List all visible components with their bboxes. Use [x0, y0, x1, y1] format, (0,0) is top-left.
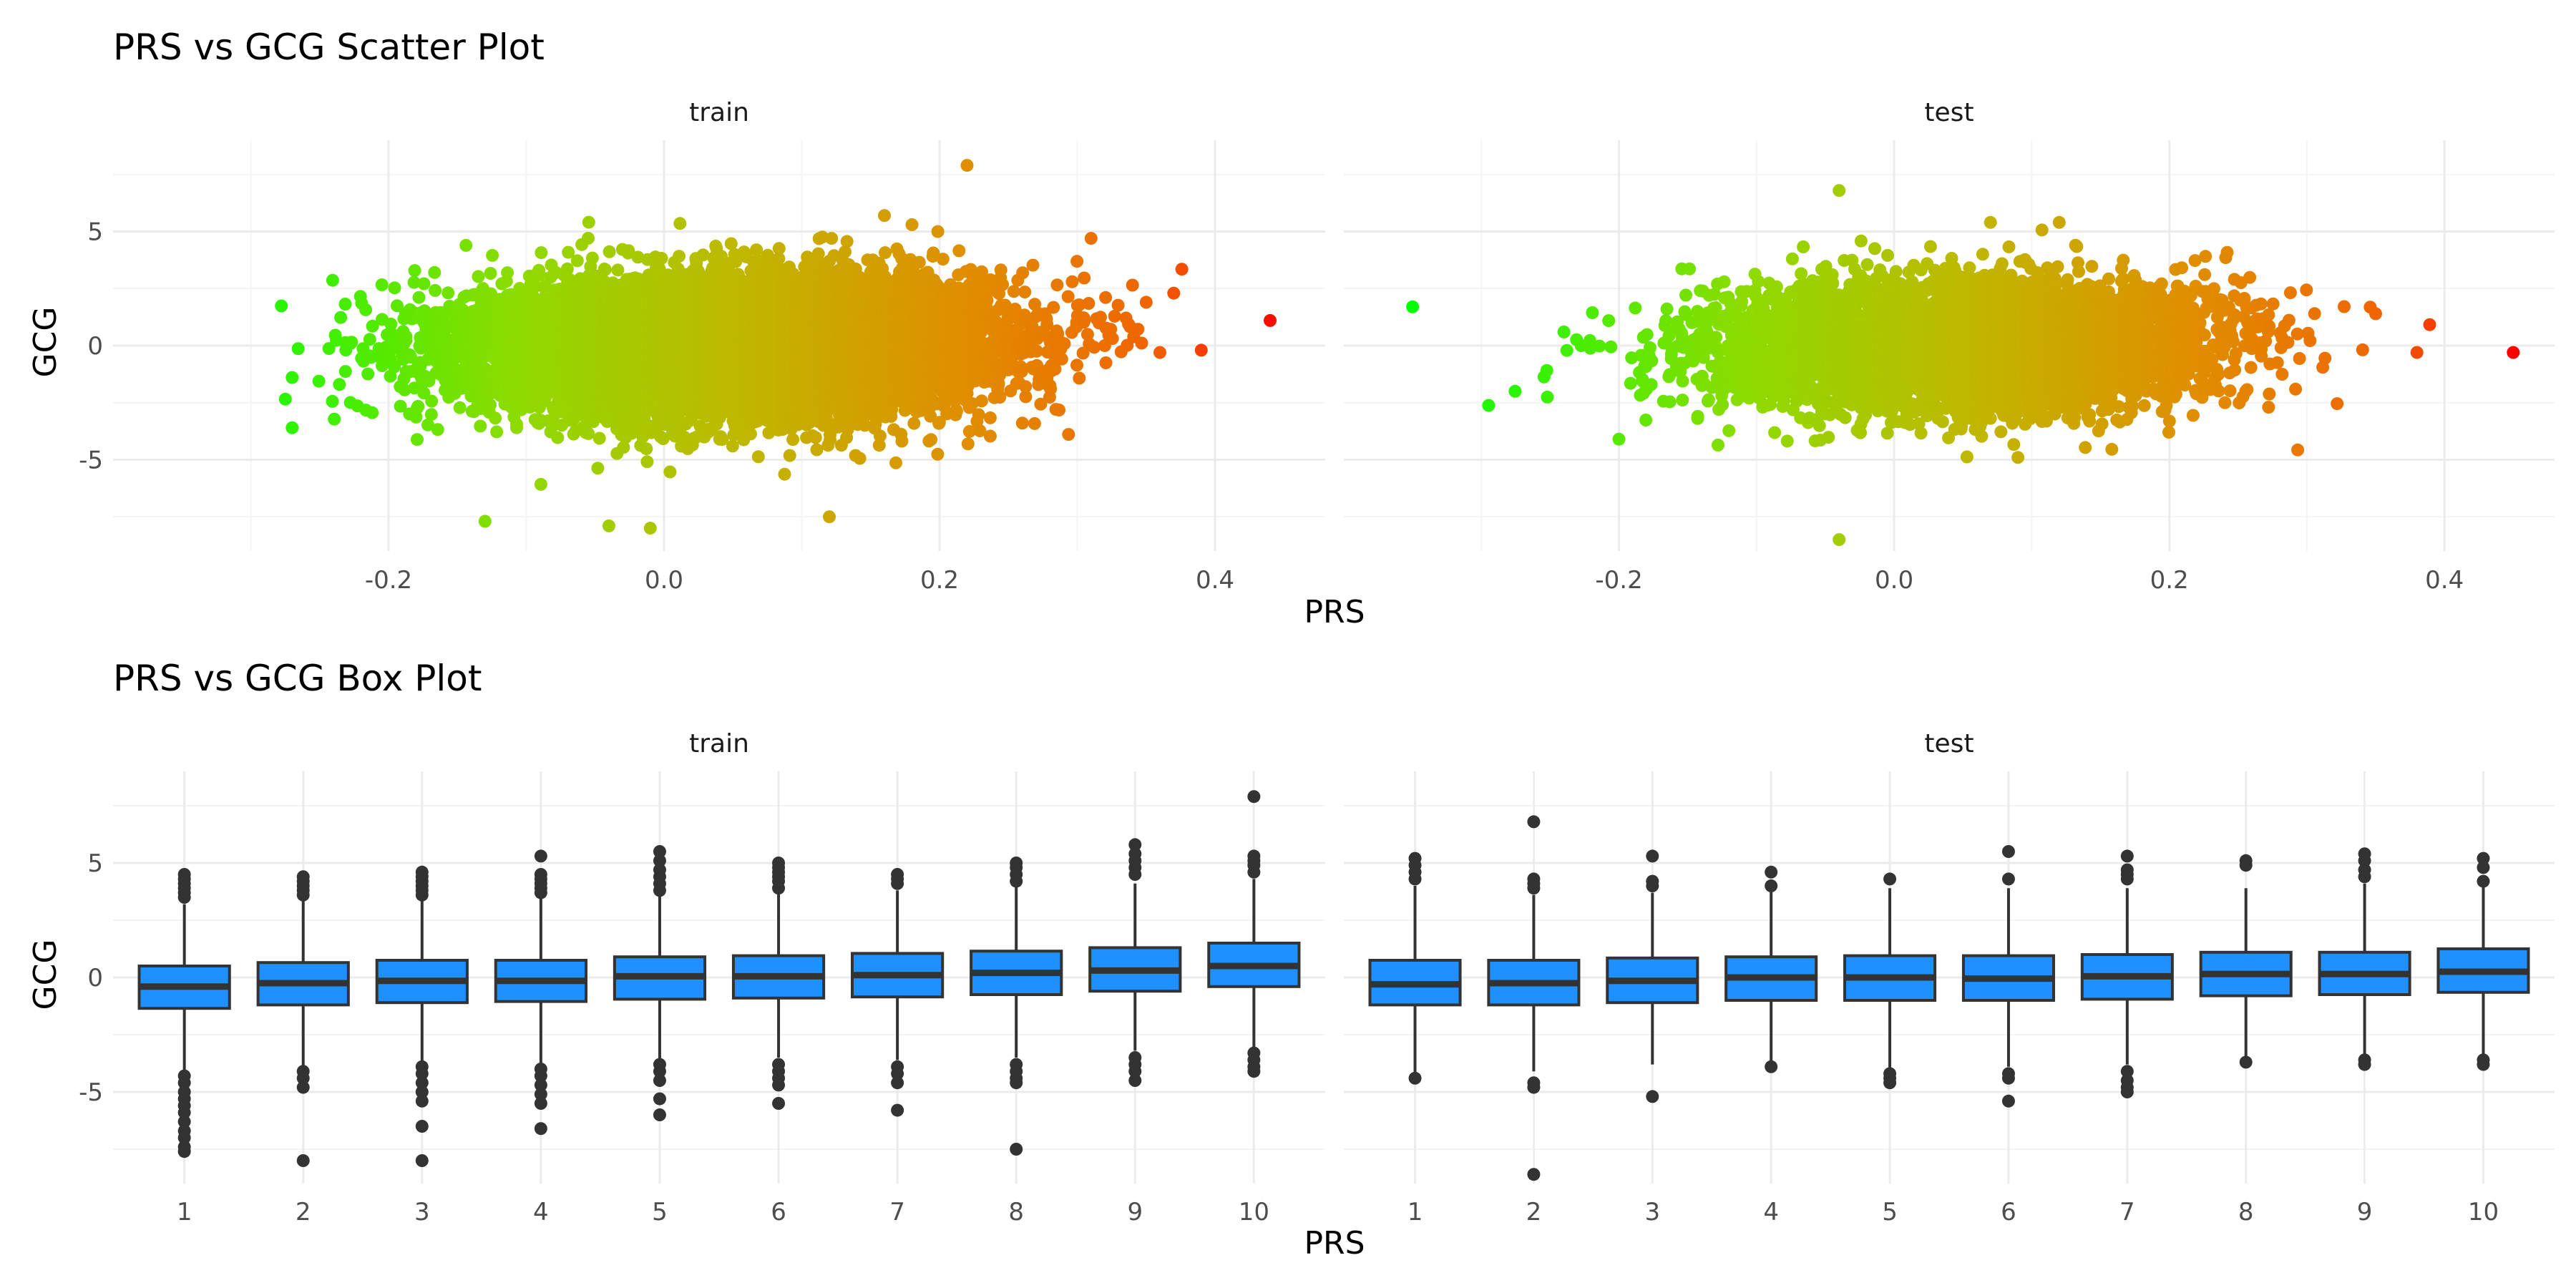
scatter-point [338, 298, 352, 311]
scatter-point [431, 423, 444, 436]
scatter-point [411, 399, 425, 413]
scatter-point [484, 398, 497, 411]
scatter-point [529, 280, 542, 293]
scatter-strip-train: train [689, 98, 749, 127]
scatter-point [408, 264, 421, 278]
scatter-point [459, 238, 473, 252]
scatter-point [560, 262, 574, 275]
scatter-point [582, 426, 595, 440]
scatter-point [510, 417, 523, 431]
scatter-point [411, 433, 424, 447]
scatter-point [663, 465, 677, 479]
scatter-train-x-tick-label: 0.4 [1196, 566, 1234, 595]
scatter-point [582, 232, 595, 245]
scatter-point [275, 299, 288, 313]
scatter-point [425, 394, 439, 408]
scatter-point [278, 392, 292, 406]
scatter-point [673, 217, 687, 230]
scatter-point [364, 351, 378, 364]
scatter-point [338, 365, 352, 379]
scatter-train-y-tick-label: 0 [87, 332, 103, 361]
scatter-point [404, 351, 418, 364]
scatter-point [486, 248, 499, 262]
scatter-point [428, 265, 441, 279]
scatter-train-x-tick-label: -0.2 [365, 566, 412, 595]
scatter-point [388, 281, 401, 295]
scatter-point [326, 394, 339, 408]
scatter-point [399, 333, 413, 347]
scatter-point [375, 278, 389, 291]
scatter-point [534, 477, 547, 491]
scatter-point [417, 386, 431, 400]
scatter-point [361, 367, 375, 381]
scatter-point [591, 462, 605, 475]
scatter-point [472, 270, 485, 283]
scatter-train-y-tick-label: -5 [79, 446, 103, 474]
scatter-point [421, 418, 434, 431]
scatter-point [501, 266, 514, 280]
scatter-point [453, 401, 467, 414]
scatter-point [394, 399, 407, 413]
scatter-point [359, 303, 373, 316]
scatter-strip-test: test [1924, 98, 1974, 127]
scatter-point [655, 252, 668, 265]
scatter-point [611, 263, 625, 277]
scatter-point [391, 299, 404, 313]
scatter-point [334, 311, 348, 324]
scatter-point [640, 455, 654, 469]
scatter-point [407, 275, 421, 289]
scatter-point [345, 336, 358, 349]
scatter-point [398, 383, 411, 396]
scatter-point [333, 378, 346, 391]
scatter-train-y-tick-label: 5 [87, 218, 103, 247]
scatter-point [474, 419, 487, 433]
scatter-point [490, 425, 504, 439]
scatter-point [551, 431, 565, 444]
scatter-point [489, 411, 502, 425]
scatter-point [673, 250, 686, 263]
scatter-point [366, 319, 379, 333]
scatter-point [570, 254, 584, 268]
scatter-point [533, 268, 547, 282]
scatter-point [312, 374, 326, 388]
scatter-plot-title: PRS vs GCG Scatter Plot [113, 26, 545, 68]
scatter-point [366, 406, 379, 419]
scatter-point [592, 431, 606, 445]
scatter-point [417, 277, 431, 291]
scatter-point [326, 273, 339, 287]
scatter-point [424, 408, 438, 421]
scatter-point [585, 251, 599, 265]
scatter-point [291, 342, 305, 356]
scatter-point [388, 360, 401, 374]
scatter-point [602, 245, 616, 258]
scatter-point [322, 342, 336, 356]
scatter-train-x-tick-label: 0.2 [920, 566, 959, 595]
scatter-point [363, 333, 376, 346]
scatter-point [535, 246, 548, 260]
scatter-train-x-tick-label: 0.0 [645, 566, 683, 595]
scatter-point [484, 267, 497, 280]
scatter-point [441, 286, 455, 300]
scatter-point [384, 317, 398, 331]
scatter-point [412, 291, 426, 304]
scatter-point [328, 412, 341, 426]
scatter-panel-train: -0.2 0.0 0.2 0.4 -5 0 5 [79, 140, 1325, 595]
scatter-point [429, 283, 442, 297]
scatter-point [582, 215, 595, 229]
scatter-point [387, 338, 401, 351]
scatter-point [640, 442, 653, 456]
scatter-point [598, 263, 612, 276]
